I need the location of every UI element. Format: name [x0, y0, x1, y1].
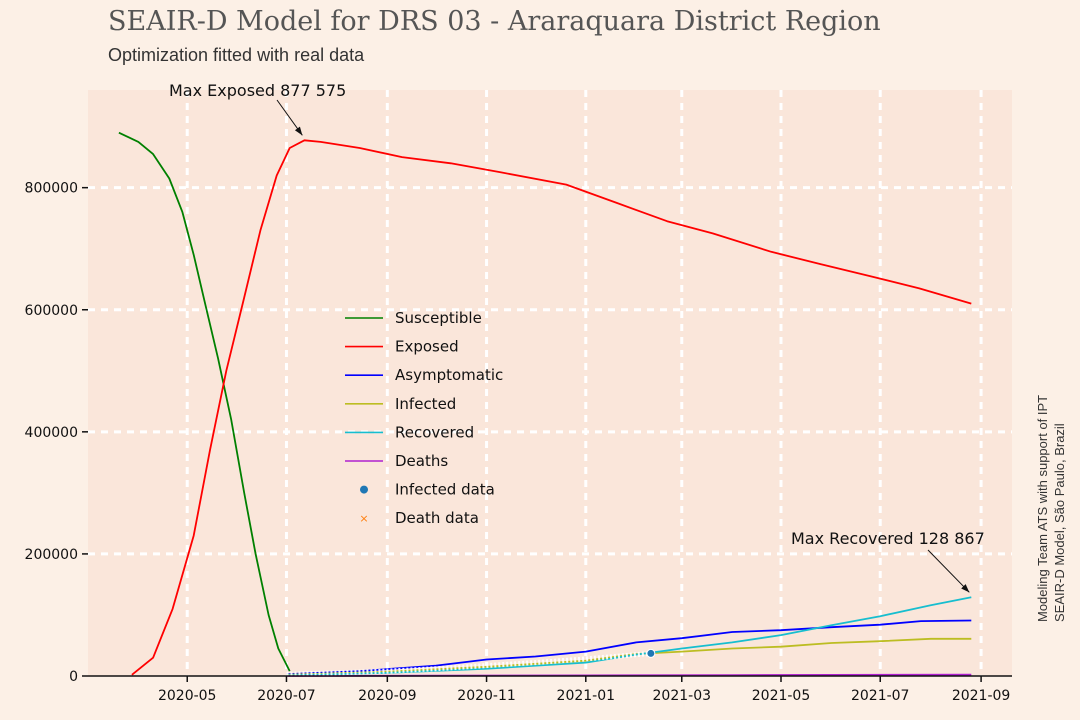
annotation-arrowhead — [961, 584, 970, 593]
series-line — [118, 131, 291, 672]
x-tick-label: 2020-05 — [158, 688, 217, 704]
legend-label: Infected — [395, 395, 456, 413]
x-axis: 2020-05 2020-07 2020-09 2020-11 2021-01 2021-… — [158, 676, 1010, 704]
chart-title: SEAIR-D Model for DRS 03 - Araraquara Di… — [108, 6, 881, 37]
x-tick-label: 2021-05 — [752, 688, 811, 704]
y-tick-label: 200000 — [25, 547, 78, 563]
series-line — [286, 619, 972, 676]
legend-label: Infected data — [395, 481, 495, 499]
x-tick-label: 2020-09 — [358, 688, 417, 704]
credits-line-1: Modeling Team ATS with support of IPT — [1035, 394, 1050, 622]
y-tick-label: 0 — [69, 669, 78, 685]
series-line — [131, 139, 972, 676]
legend-dot — [360, 485, 368, 494]
legend-x-marker: × — [359, 512, 368, 525]
legend-label: Susceptible — [395, 309, 482, 327]
legend-label: Deaths — [395, 452, 448, 470]
x-tick-label: 2020-11 — [457, 688, 516, 704]
legend: Susceptible Exposed Asymptomatic Infected Re… — [345, 309, 503, 527]
legend-label: Recovered — [395, 423, 474, 441]
y-tick-label: 400000 — [25, 425, 78, 441]
series-line — [286, 596, 972, 677]
x-tick-label: 2021-03 — [653, 688, 712, 704]
x-tick-label: 2021-07 — [851, 688, 910, 704]
y-tick-label: 800000 — [25, 181, 78, 197]
annotation-arrowhead — [294, 126, 303, 136]
legend-label: Exposed — [395, 338, 459, 356]
series-line — [286, 637, 972, 676]
credits-line-2: SEAIR-D Model, São Paulo, Brazil — [1052, 423, 1067, 622]
legend-label: Death data — [395, 509, 479, 527]
legend-label: Asymptomatic — [395, 366, 503, 384]
credits: Modeling Team ATS with support of IPT SE… — [1034, 395, 1068, 622]
annotations: Max Exposed 877 575 Max Recovered 128 867 — [169, 81, 985, 593]
annotation-arrow-line — [927, 549, 970, 593]
chart-subtitle: Optimization fitted with real data — [108, 45, 365, 65]
y-axis: 0 200000 400000 600000 800000 — [25, 181, 88, 685]
series-layer — [118, 131, 972, 677]
annotation-max-exposed: Max Exposed 877 575 — [169, 81, 346, 100]
y-tick-label: 600000 — [25, 303, 78, 319]
plot-area — [88, 90, 1012, 676]
x-tick-label: 2021-01 — [557, 688, 616, 704]
x-tick-label: 2021-09 — [952, 688, 1011, 704]
annotation-max-recovered: Max Recovered 128 867 — [791, 529, 985, 548]
grid-lines — [88, 90, 1012, 676]
x-tick-label: 2020-07 — [257, 688, 316, 704]
data-point — [646, 648, 656, 658]
